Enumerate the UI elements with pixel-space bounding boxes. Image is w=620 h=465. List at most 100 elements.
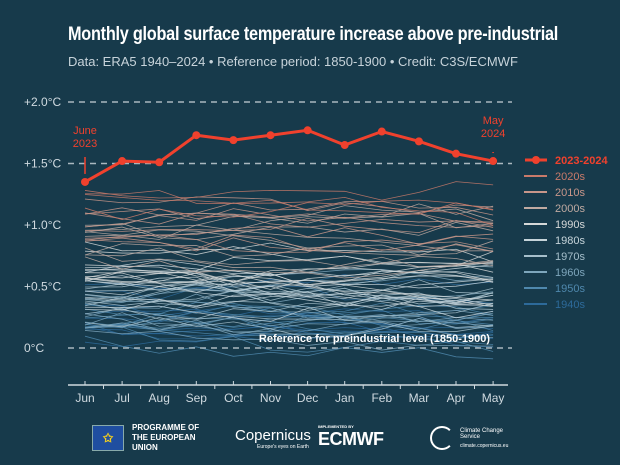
- x-tick-label: Feb: [371, 391, 392, 405]
- y-tick-label: +0.5°C: [24, 280, 61, 294]
- decade-line-2010s: [84, 237, 494, 253]
- highlight-line: [84, 128, 494, 184]
- decade-line-1970s: [84, 297, 494, 332]
- x-tick-label: May: [482, 391, 505, 405]
- decade-line-2010s: [84, 207, 494, 224]
- decade-line-1990s: [84, 270, 494, 286]
- line-annotation: June: [73, 125, 97, 137]
- decade-line-1960s: [84, 316, 494, 336]
- copernicus-logo: Copernicus Europe's eyes on Earth: [235, 424, 311, 452]
- decade-line-1990s: [84, 242, 494, 263]
- decade-line-1990s: [84, 264, 494, 301]
- highlight-point: [118, 157, 127, 166]
- legend-label: 2010s: [555, 187, 585, 199]
- decade-line-1970s: [84, 316, 494, 339]
- eu-flag-icon: ✩: [92, 425, 124, 451]
- highlight-point: [229, 136, 238, 145]
- decade-line-2000s: [84, 203, 494, 237]
- x-tick-label: Jan: [335, 391, 354, 405]
- decade-line-2010s: [84, 225, 494, 245]
- legend-label: 1990s: [555, 219, 585, 231]
- decade-line-1950s: [84, 315, 494, 330]
- c3s-text: Climate Change Service: [460, 427, 504, 440]
- decade-line-2000s: [84, 212, 494, 229]
- highlight-point: [155, 158, 164, 167]
- legend-label: 2020s: [555, 171, 585, 183]
- y-tick-label: +2.0°C: [24, 95, 61, 109]
- c3s-url: climate.copernicus.eu: [460, 442, 509, 449]
- legend-label: 1940s: [555, 299, 585, 311]
- copernicus-text: Copernicus: [235, 426, 311, 444]
- highlight-point: [452, 149, 460, 158]
- x-tick-label: Aug: [149, 391, 170, 405]
- highlight-point: [414, 137, 423, 146]
- decade-line-2000s: [84, 243, 494, 257]
- decade-line-1970s: [84, 283, 494, 302]
- decade-line-1950s: [84, 312, 494, 339]
- decade-line-2000s: [84, 247, 494, 268]
- decade-line-1940s: [84, 321, 494, 340]
- legend-label: 2023-2024: [555, 155, 608, 167]
- highlight-point: [377, 127, 386, 136]
- legend-label: 1980s: [555, 235, 585, 247]
- ecmwf-pre: IMPLEMENTED BY: [318, 424, 354, 429]
- line-annotation: 2023: [73, 138, 97, 150]
- decade-line-2000s: [84, 229, 494, 256]
- decade-line-1970s: [84, 294, 494, 320]
- thermometer-icon: [430, 426, 454, 450]
- decade-line-2010s: [84, 208, 494, 228]
- decade-line-1960s: [84, 330, 494, 351]
- y-tick-label: +1.0°C: [24, 218, 61, 232]
- legend-label: 2000s: [555, 203, 585, 215]
- x-tick-label: Dec: [297, 391, 318, 405]
- highlight-point: [192, 131, 201, 140]
- ecmwf-logo: IMPLEMENTED BY ECMWF: [318, 424, 384, 452]
- decade-line-2020s: [84, 190, 494, 226]
- decade-line-2010s: [84, 208, 494, 228]
- x-tick-label: Mar: [409, 391, 430, 405]
- decade-line-1980s: [84, 270, 494, 287]
- legend-label: 1960s: [555, 267, 585, 279]
- chart: 0°C +0.5°C +1.0°C +1.5°C +2.0°C Jun Jul Aug Sep O…: [24, 95, 608, 405]
- decade-line-1940s: [84, 326, 494, 340]
- decade-line-1980s: [84, 292, 494, 319]
- highlight-point: [81, 177, 89, 186]
- highlight-point: [266, 131, 275, 140]
- x-tick-label: Oct: [224, 391, 243, 405]
- legend-label: 1970s: [555, 251, 585, 263]
- decade-line-1970s: [84, 302, 494, 320]
- decade-line-2010s: [84, 217, 494, 234]
- decade-line-1990s: [84, 270, 494, 286]
- legend: 2023-2024 2020s 2010s 2000s 1990s 1980s 1970s 1…: [524, 155, 608, 311]
- x-tick-label: Jul: [114, 391, 129, 405]
- highlight-point: [340, 141, 349, 150]
- decade-line-2020s: [84, 194, 494, 215]
- decade-line-2000s: [84, 247, 494, 273]
- highlight-point: [489, 157, 498, 166]
- y-tick-label: 0°C: [24, 341, 44, 355]
- decade-line-1980s: [84, 286, 494, 307]
- y-tick-label: +1.5°C: [24, 157, 61, 171]
- c3s-logo: Climate Change Service climate.copernicu…: [430, 424, 510, 452]
- x-tick-label: Sep: [186, 391, 208, 405]
- eu-logo: ✩ PROGRAMME OF THE EUROPEAN UNION: [92, 423, 212, 452]
- decade-line-1970s: [84, 264, 494, 294]
- decade-line-2000s: [84, 256, 494, 279]
- decade-line-1980s: [84, 278, 494, 311]
- x-tick-label: Nov: [260, 391, 281, 405]
- x-tick-label: Apr: [447, 391, 466, 405]
- eu-text: PROGRAMME OF THE EUROPEAN UNION: [132, 423, 200, 452]
- decade-line-2020s: [84, 199, 494, 220]
- decade-line-1960s: [84, 293, 494, 323]
- legend-label: 1950s: [555, 283, 585, 295]
- decade-line-1950s: [84, 326, 494, 360]
- line-annotation: May: [483, 115, 504, 127]
- decade-line-1940s: [84, 317, 494, 348]
- line-annotation: 2024: [481, 128, 505, 140]
- decade-line-1980s: [84, 259, 494, 277]
- chart-title: Monthly global surface temperature incre…: [68, 24, 559, 45]
- decade-line-2000s: [84, 224, 494, 252]
- decade-line-1980s: [84, 297, 494, 322]
- decade-line-1950s: [84, 335, 494, 357]
- decade-line-1960s: [84, 269, 494, 300]
